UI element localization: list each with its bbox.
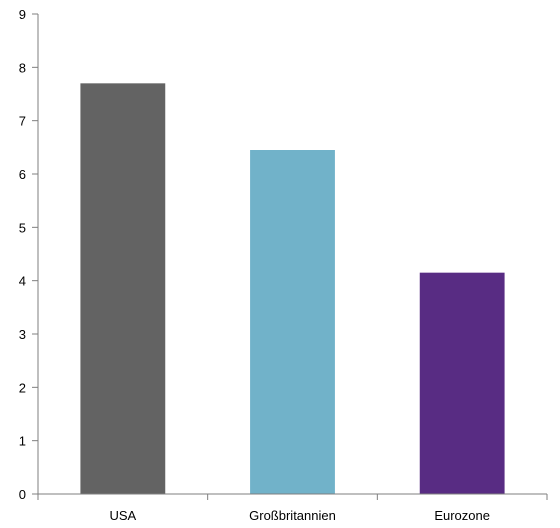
bar-gro-britannien	[250, 150, 335, 494]
bar-usa	[80, 83, 166, 494]
y-ticks: 0 1 2 3 4 5 6 7 8 9	[19, 7, 38, 502]
y-tick-label: 7	[19, 114, 26, 129]
y-tick-label: 0	[19, 487, 26, 502]
x-category-label: Eurozone	[434, 508, 490, 523]
y-tick-label: 9	[19, 7, 26, 22]
bar-eurozone	[419, 272, 505, 494]
y-tick-label: 5	[19, 220, 26, 235]
y-tick-label: 8	[19, 60, 26, 75]
y-tick-label: 2	[19, 380, 26, 395]
x-category-label: Großbritannien	[249, 508, 336, 523]
x-category-label: USA	[109, 508, 136, 523]
y-tick-label: 4	[19, 274, 26, 289]
y-tick-label: 3	[19, 327, 26, 342]
x-ticks: USA Großbritannien Eurozone	[37, 494, 548, 523]
y-tick-label: 6	[19, 167, 26, 182]
bars-layer	[80, 83, 505, 494]
y-tick-label: 1	[19, 434, 26, 449]
axes-layer	[37, 14, 547, 495]
